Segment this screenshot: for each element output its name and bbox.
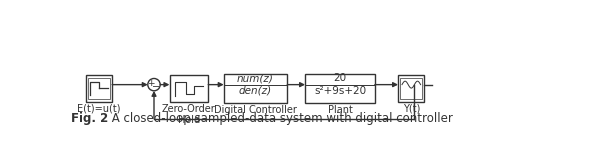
Text: s²+9s+20: s²+9s+20 <box>314 86 366 96</box>
Bar <box>88 78 110 99</box>
Text: Fig. 2: Fig. 2 <box>76 112 114 125</box>
Text: −: − <box>152 82 160 92</box>
Bar <box>305 74 375 103</box>
Bar <box>398 75 425 102</box>
Text: den(z): den(z) <box>239 86 272 96</box>
Text: Fig. 2 A closed-loop sampled-data system with digital controller: Fig. 2 A closed-loop sampled-data system… <box>76 112 453 125</box>
Text: Plant: Plant <box>327 105 353 115</box>
Text: E(t)=u(t): E(t)=u(t) <box>77 104 121 114</box>
Bar <box>86 75 112 102</box>
Text: A closed-loop sampled-data system with digital controller: A closed-loop sampled-data system with d… <box>108 112 453 125</box>
Bar <box>224 74 287 103</box>
Bar <box>170 75 208 102</box>
Text: num(z): num(z) <box>237 74 274 83</box>
Bar <box>400 78 422 99</box>
Text: +: + <box>147 79 155 88</box>
Text: Fig. 2: Fig. 2 <box>71 112 108 125</box>
Text: Y(t): Y(t) <box>403 104 420 114</box>
Text: 20: 20 <box>334 74 346 83</box>
Text: Zero-Order
Hold: Zero-Order Hold <box>162 104 216 126</box>
Text: Digital Controller: Digital Controller <box>214 105 297 115</box>
